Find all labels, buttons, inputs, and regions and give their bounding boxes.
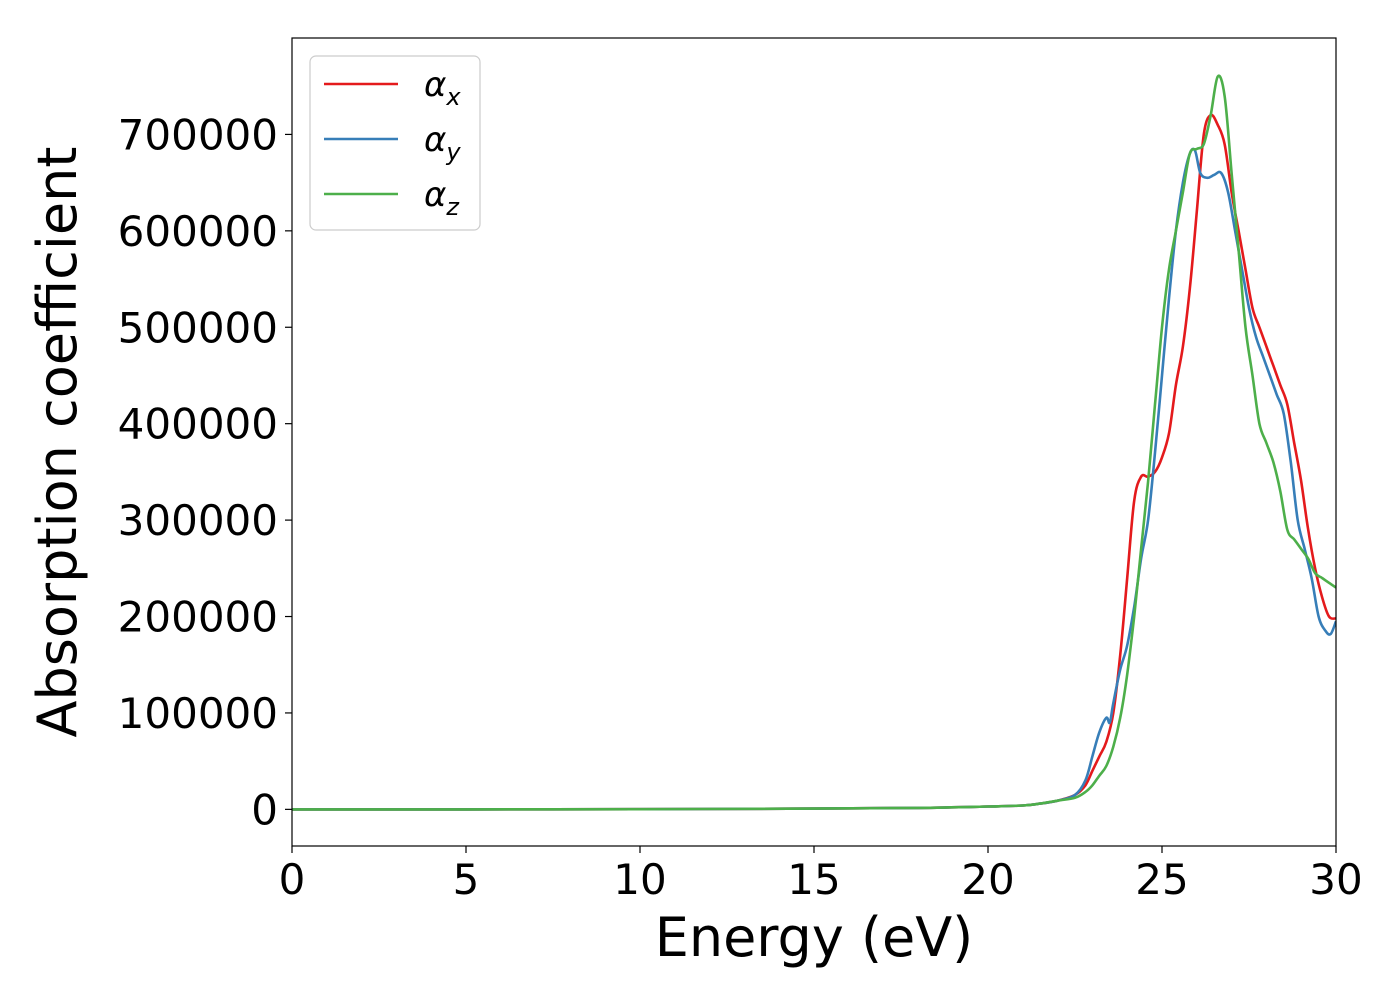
y-tick-label: 700000: [118, 110, 278, 159]
tick-layer: 0 5 10 15 20 25 30 0 100000 200000 300000 400000 500…: [118, 110, 1363, 904]
x-tick-label: 30: [1309, 855, 1362, 904]
x-tick-label: 10: [613, 855, 666, 904]
legend-label-z: αz: [424, 175, 460, 221]
series-line-z: [292, 74, 1336, 811]
legend: αx αy αz: [309, 55, 481, 231]
x-tick-label: 0: [279, 855, 306, 904]
y-tick-label: 0: [251, 785, 278, 834]
series-line-y: [292, 147, 1336, 811]
y-tick-label: 500000: [118, 303, 278, 352]
series-layer: [292, 74, 1336, 811]
x-tick-label: 5: [453, 855, 480, 904]
y-tick-label: 200000: [118, 593, 278, 642]
x-tick-label: 20: [961, 855, 1014, 904]
y-axis-title: Absorption coefficient: [26, 147, 89, 738]
legend-label-x: αx: [424, 65, 461, 111]
y-tick-label: 600000: [118, 207, 278, 256]
x-tick-label: 25: [1135, 855, 1188, 904]
legend-label-y: αy: [424, 120, 461, 166]
y-tick-label: 100000: [118, 689, 278, 738]
x-axis-title: Energy (eV): [655, 906, 974, 969]
y-tick-label: 300000: [118, 496, 278, 545]
y-tick-label: 400000: [118, 400, 278, 449]
legend-box: [309, 55, 481, 231]
x-tick-label: 15: [787, 855, 840, 904]
